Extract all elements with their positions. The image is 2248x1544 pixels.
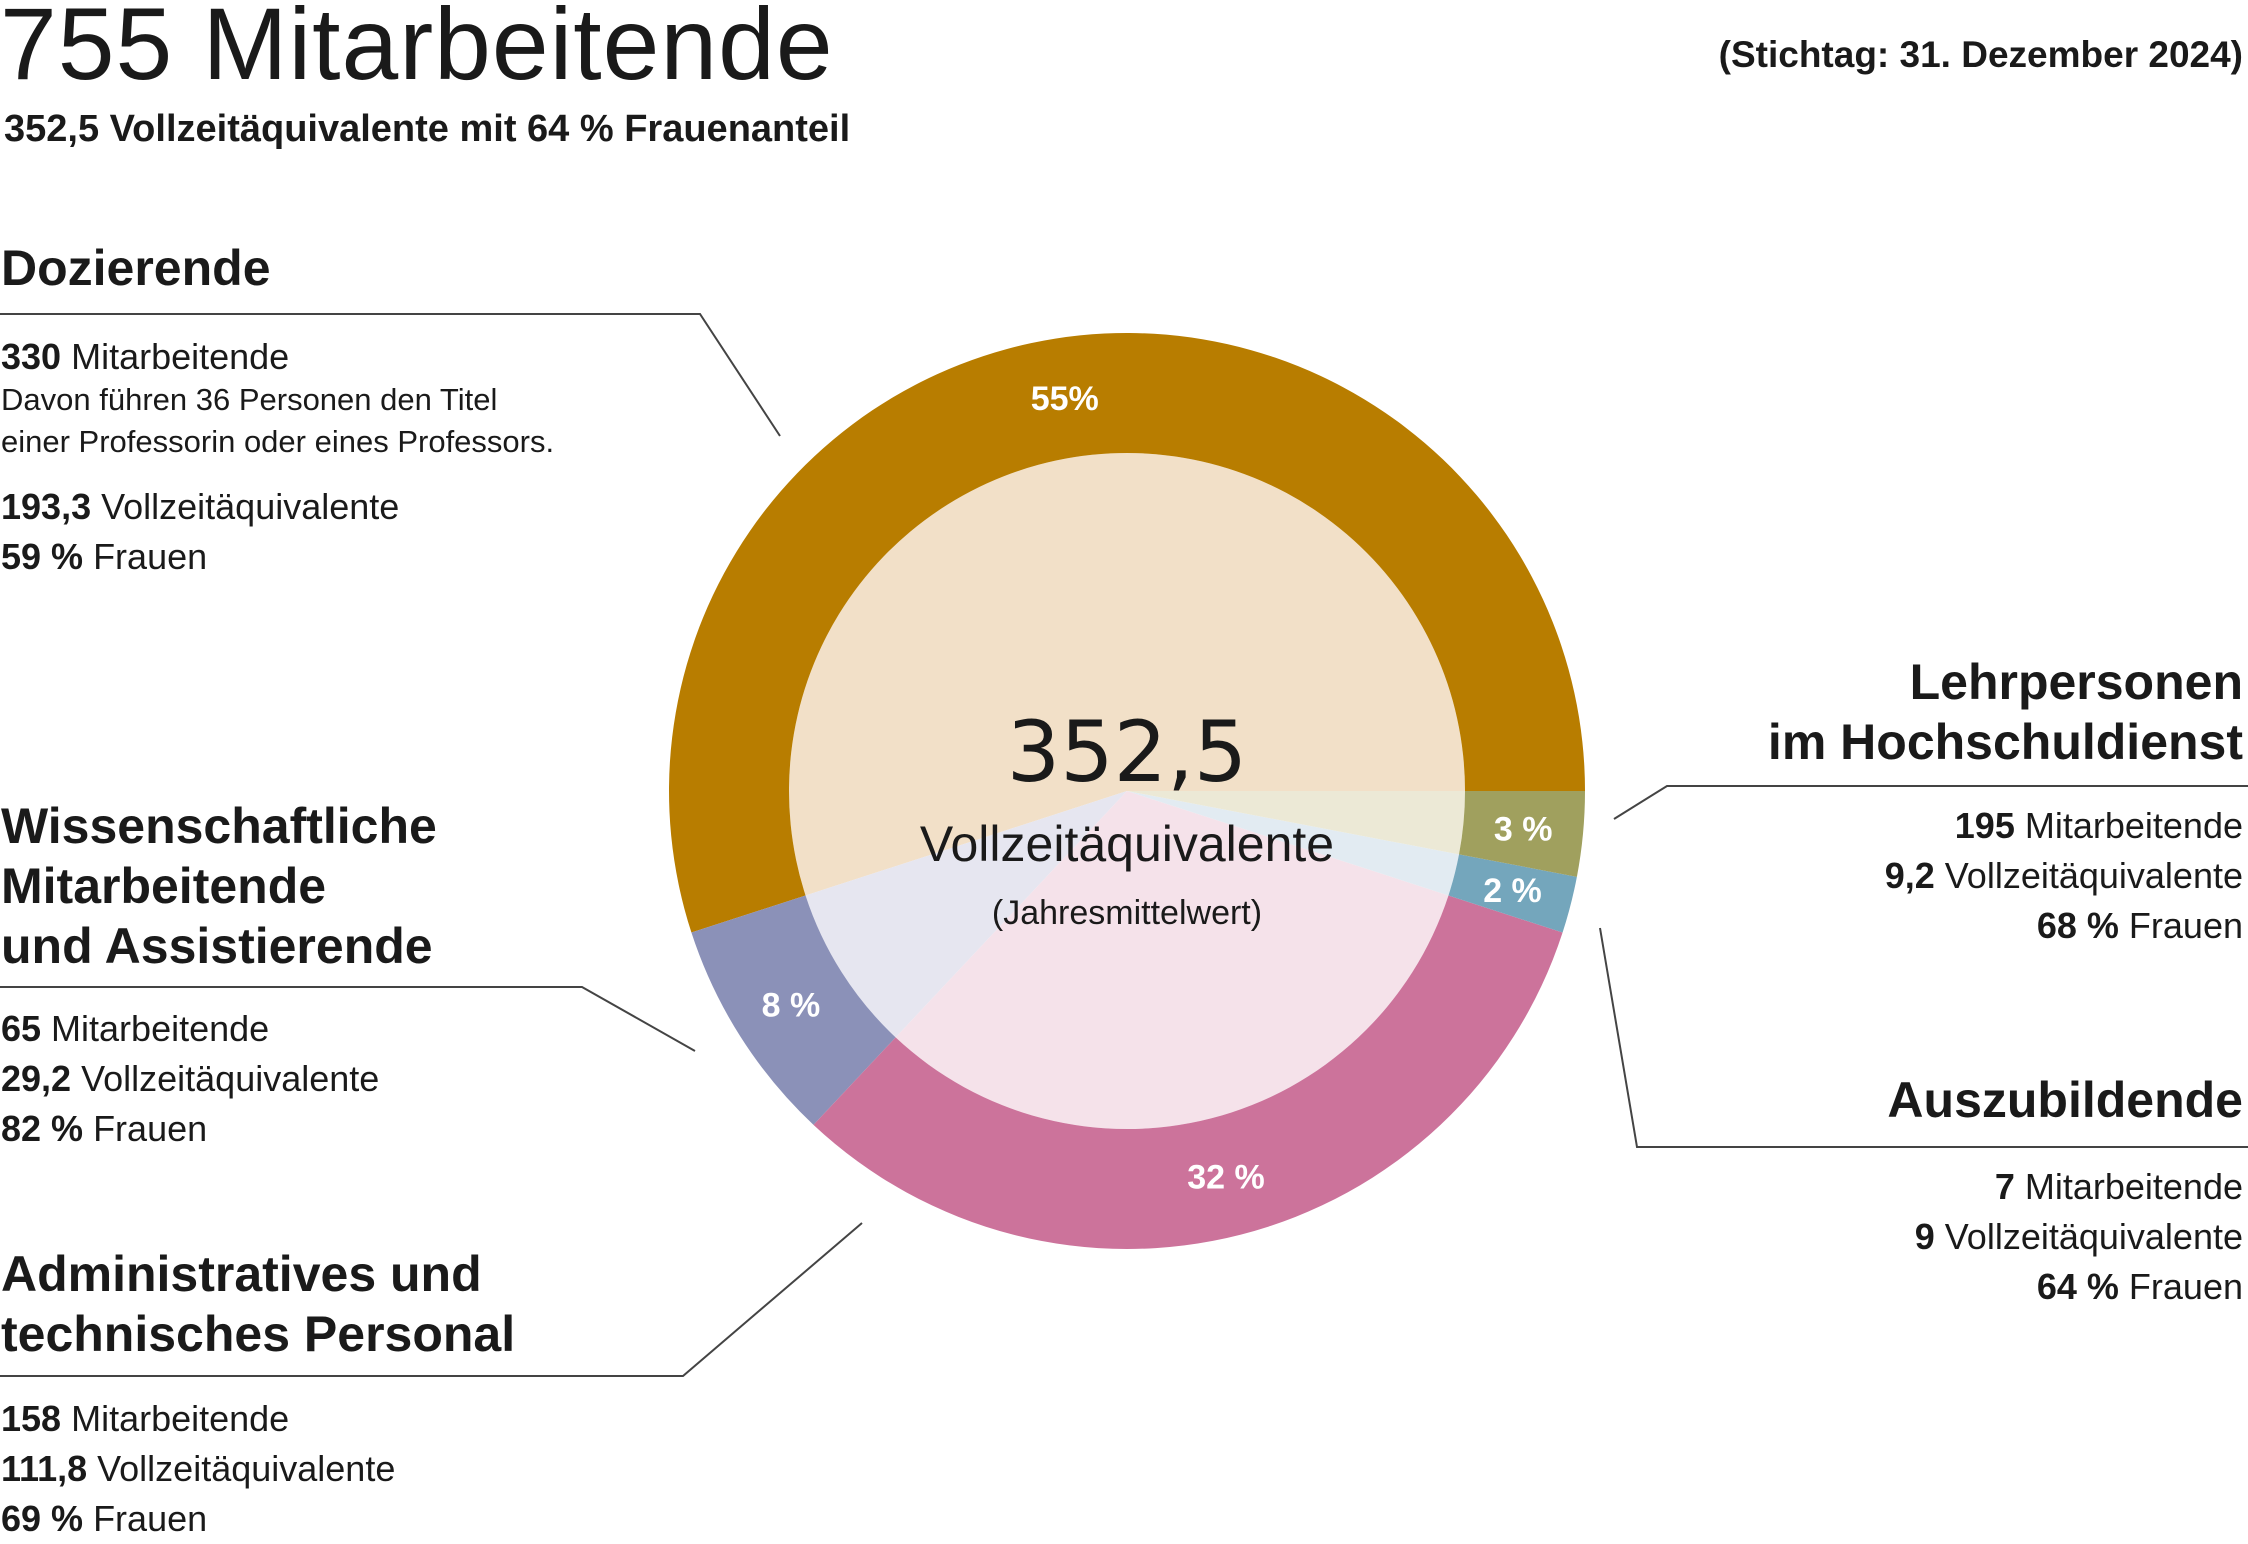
inner-wedge-wissenschaftliche	[805, 791, 1127, 1038]
wissenschaftliche-staff: 65 Mitarbeitende	[1, 1008, 270, 1049]
auszubildende-fte: 9 Vollzeitäquivalente	[1914, 1216, 2243, 1257]
dozierende-fte: 193,3 Vollzeitäquivalente	[1, 486, 400, 527]
category-title-auszubildende: Auszubildende	[1887, 1072, 2243, 1128]
ring-segment-dozierende	[669, 333, 1585, 933]
inner-disc	[788, 453, 1465, 1129]
center-value: 352,5	[1007, 703, 1247, 801]
inner-wedge-dozierende	[788, 453, 1465, 896]
lehrpersonen-staff: 195 Mitarbeitende	[1954, 805, 2243, 846]
donut-ring	[669, 333, 1585, 1249]
leader-line-wissenschaftliche	[0, 986, 696, 1052]
leader-line-lehrpersonen	[1613, 785, 2248, 820]
leader-line-administratives	[0, 1222, 863, 1377]
dozierende-note-2: einer Professorin oder eines Professors.	[1, 424, 555, 459]
administratives-women: 69 % Frauen	[1, 1498, 208, 1539]
administratives-fte: 111,8 Vollzeitäquivalente	[1, 1448, 396, 1489]
segment-label-auszubildende: 2 %	[1483, 872, 1542, 910]
segment-label-administratives: 32 %	[1187, 1158, 1265, 1196]
wissenschaftliche-fte: 29,2 Vollzeitäquivalente	[1, 1058, 380, 1099]
center-sublabel: (Jahresmittelwert)	[992, 894, 1262, 932]
auszubildende-staff: 7 Mitarbeitende	[1994, 1166, 2243, 1207]
auszubildende-women: 64 % Frauen	[2036, 1266, 2243, 1307]
inner-wedge-lehrpersonen	[1127, 791, 1465, 855]
category-title-lehrpersonen: Lehrpersonen im Hochschuldienst	[1767, 654, 2243, 770]
ring-segment-wissenschaftliche	[691, 895, 896, 1125]
date-note: (Stichtag: 31. Dezember 2024)	[1718, 34, 2243, 75]
ring-segment-lehrpersonen	[1459, 791, 1585, 877]
lehrpersonen-women: 68 % Frauen	[2036, 905, 2243, 946]
inner-wedge-administratives	[895, 791, 1449, 1129]
leader-line-dozierende	[0, 313, 781, 437]
category-title-dozierende: Dozierende	[1, 240, 271, 296]
ring-segment-administratives	[813, 895, 1563, 1249]
wissenschaftliche-women: 82 % Frauen	[1, 1108, 208, 1149]
dozierende-staff: 330 Mitarbeitende	[1, 336, 290, 377]
dozierende-women: 59 % Frauen	[1, 536, 208, 577]
ring-segment-auszubildende	[1448, 854, 1577, 933]
leader-line-auszubildende	[1599, 927, 2248, 1148]
dozierende-note-1: Davon führen 36 Personen den Titel	[1, 382, 498, 417]
page-subtitle: 352,5 Vollzeitäquivalente mit 64 % Fraue…	[4, 108, 851, 150]
segment-labels: 55% 8 % 32 % 2 % 3 %	[762, 380, 1553, 1197]
center-label: Vollzeitäquivalente	[920, 816, 1334, 872]
category-title-wissenschaftliche: Wissenschaftliche Mitarbeitende und Assi…	[1, 798, 437, 974]
administratives-staff: 158 Mitarbeitende	[1, 1398, 290, 1439]
segment-label-dozierende: 55%	[1031, 380, 1099, 418]
page-title: 755 Mitarbeitende	[0, 0, 834, 101]
inner-wedge-auszubildende	[1127, 791, 1460, 896]
segment-label-lehrpersonen: 3 %	[1494, 810, 1553, 848]
lehrpersonen-fte: 9,2 Vollzeitäquivalente	[1884, 855, 2243, 896]
category-title-administratives: Administratives und technisches Personal	[1, 1246, 516, 1362]
segment-label-wissenschaftliche: 8 %	[762, 986, 821, 1024]
